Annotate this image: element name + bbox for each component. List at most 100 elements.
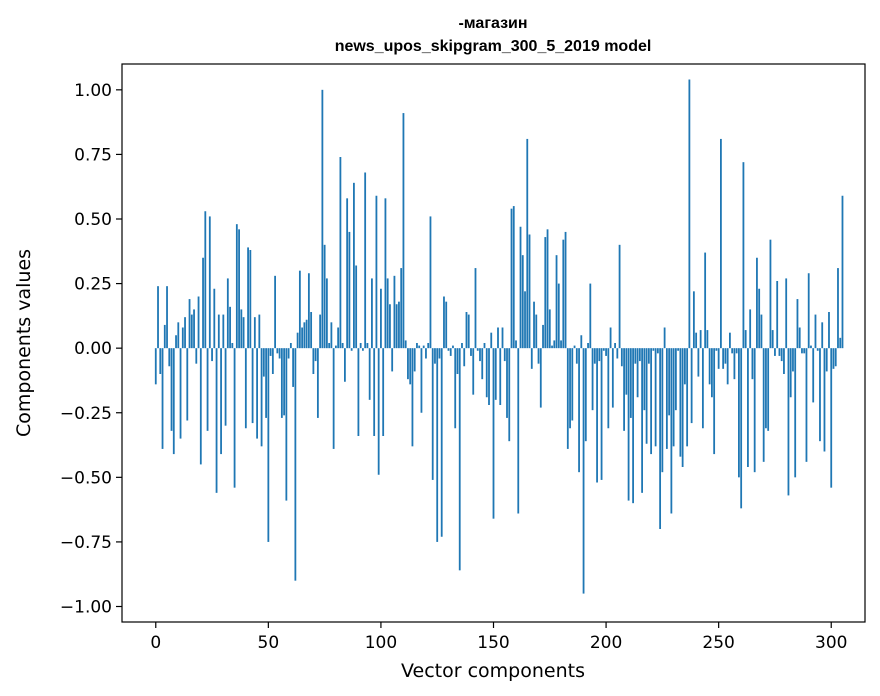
bar — [339, 157, 342, 349]
bar — [616, 348, 619, 359]
bar — [481, 348, 484, 380]
bar — [515, 340, 517, 349]
bar — [404, 340, 407, 349]
bar — [454, 348, 457, 429]
bar — [584, 348, 587, 442]
bar — [652, 348, 655, 351]
bar — [783, 348, 785, 374]
bar — [238, 229, 240, 349]
bar — [382, 348, 385, 436]
bar — [708, 348, 711, 385]
bar — [483, 343, 486, 349]
bar — [830, 348, 833, 488]
bar — [661, 348, 664, 473]
bar — [436, 348, 439, 542]
bar — [747, 348, 749, 467]
bar — [780, 348, 783, 362]
bar — [663, 327, 666, 349]
bar — [711, 348, 713, 398]
bar — [544, 237, 547, 349]
bar — [683, 348, 686, 385]
y-tick-label: 0.50 — [74, 210, 112, 230]
bar — [188, 299, 191, 349]
bar — [321, 89, 324, 349]
bar — [816, 348, 819, 351]
bar — [283, 348, 286, 416]
bar — [580, 335, 583, 349]
bar — [539, 348, 542, 408]
bar — [756, 257, 758, 349]
bar — [348, 231, 351, 349]
bar — [810, 345, 812, 349]
bar — [526, 138, 529, 349]
bar — [235, 224, 238, 349]
bar — [771, 330, 774, 349]
bar — [366, 343, 369, 349]
bar — [256, 348, 258, 439]
bar — [393, 275, 396, 349]
bar — [688, 79, 691, 349]
bar — [634, 348, 637, 364]
bar — [528, 234, 531, 349]
bar — [332, 348, 335, 449]
bar — [195, 348, 198, 364]
bar — [674, 348, 677, 411]
bar — [623, 348, 625, 431]
x-axis-label: Vector components — [401, 660, 585, 682]
bars-group — [154, 79, 844, 594]
x-tick-label: 200 — [590, 633, 622, 653]
bar — [542, 324, 544, 349]
bar — [474, 268, 477, 349]
bar — [533, 301, 535, 349]
bar — [341, 343, 344, 349]
bar — [499, 348, 502, 405]
bar — [699, 330, 702, 349]
bar — [724, 348, 727, 364]
bar — [792, 348, 794, 372]
bar — [571, 348, 574, 421]
bar — [211, 348, 213, 362]
bar — [805, 348, 808, 462]
bar — [593, 348, 596, 364]
bar — [834, 348, 837, 367]
bar — [206, 348, 209, 431]
bar — [258, 314, 261, 349]
bar — [837, 268, 839, 349]
chart-title-line2: news_upos_skipgram_300_5_2019 model — [335, 38, 652, 55]
bar — [512, 206, 515, 349]
bar — [323, 244, 326, 349]
bar — [278, 348, 281, 359]
bar — [697, 348, 700, 377]
bar — [519, 226, 522, 349]
bar — [738, 348, 740, 478]
bar — [303, 322, 306, 349]
bar — [353, 182, 355, 349]
bar — [265, 348, 267, 418]
bar — [301, 327, 304, 349]
bar — [247, 247, 249, 349]
bar — [276, 348, 279, 354]
bar — [677, 348, 680, 351]
bar — [314, 348, 317, 362]
bar — [591, 348, 594, 411]
bar — [839, 337, 842, 349]
bar — [841, 195, 844, 349]
bar — [490, 332, 493, 349]
bar — [582, 348, 585, 594]
bar — [307, 273, 310, 349]
bar — [294, 348, 297, 581]
bar — [729, 332, 731, 349]
bar — [416, 343, 418, 349]
bar — [411, 348, 414, 447]
bar — [260, 348, 263, 447]
bar — [769, 239, 772, 349]
bar — [231, 343, 234, 349]
bar — [233, 348, 236, 488]
y-tick-label: 0.00 — [74, 339, 112, 359]
chart-title: -магазин news_upos_skipgram_300_5_2019 m… — [335, 15, 652, 55]
bar — [647, 348, 650, 364]
bar — [609, 327, 612, 349]
bar — [492, 348, 495, 519]
bar — [668, 348, 671, 416]
